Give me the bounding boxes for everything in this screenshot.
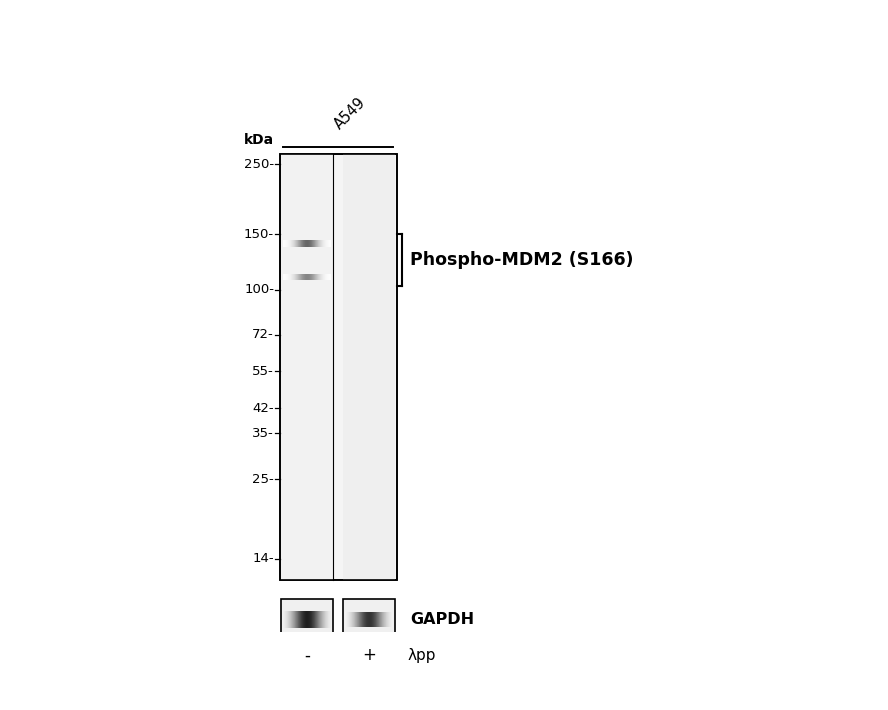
Text: GAPDH: GAPDH (410, 612, 474, 627)
Bar (344, 153, 395, 580)
Bar (344, 599, 395, 640)
Text: Phospho-MDM2 (S166): Phospho-MDM2 (S166) (410, 251, 634, 269)
Bar (281, 153, 333, 580)
Text: +: + (362, 646, 376, 665)
Bar (280, 153, 397, 580)
Bar (281, 599, 333, 640)
Text: kDa: kDa (244, 133, 274, 147)
Text: λpp: λpp (408, 648, 436, 663)
Text: 55-: 55- (252, 365, 274, 378)
Text: 35-: 35- (252, 427, 274, 440)
Text: 42-: 42- (252, 402, 274, 415)
Text: 250-: 250- (244, 158, 274, 170)
Bar (280, 153, 397, 580)
Text: 150-: 150- (244, 227, 274, 241)
Text: 100-: 100- (244, 283, 274, 296)
Text: 25-: 25- (252, 473, 274, 486)
Text: 72-: 72- (252, 328, 274, 341)
Text: 14-: 14- (252, 552, 274, 565)
Text: -: - (305, 646, 310, 665)
Text: A549: A549 (331, 94, 369, 131)
